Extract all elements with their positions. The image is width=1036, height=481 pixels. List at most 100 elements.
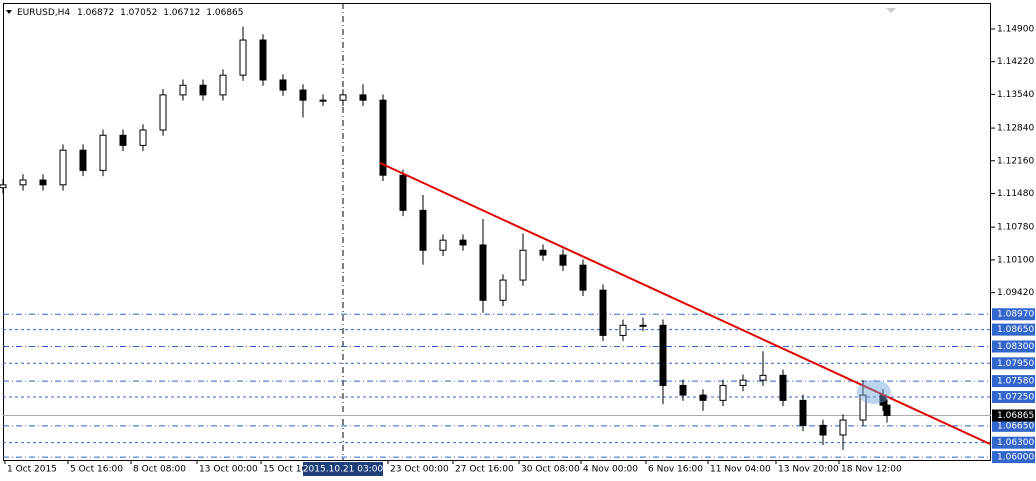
x-tick-label: 8 Oct 08:00 <box>133 465 186 475</box>
level-label: 1.06650 <box>997 421 1034 431</box>
candle-body <box>679 384 687 396</box>
candle-body <box>239 39 247 76</box>
level-label: 1.08300 <box>997 342 1034 352</box>
x-tick-label: 1 Oct 2015 <box>7 465 57 475</box>
candle-body <box>639 324 647 327</box>
high-price: 1.07052 <box>120 8 157 18</box>
candle-body <box>119 134 127 146</box>
candle-body <box>579 264 587 291</box>
x-tick-label: 23 Oct 00:00 <box>390 465 449 475</box>
crosshair-label: 2015.10.21 03:00 <box>303 465 384 475</box>
candle-body <box>619 324 627 336</box>
level-label: 1.07250 <box>997 392 1034 402</box>
price-label-box <box>992 409 1035 422</box>
level-label-box <box>992 451 1035 464</box>
symbol: EURUSD,H4 <box>17 8 70 18</box>
candle-body <box>859 394 867 421</box>
candle-body <box>319 99 327 102</box>
level-label-box <box>992 340 1035 353</box>
candle-body <box>719 384 727 401</box>
level-label-box <box>992 308 1035 321</box>
chart-header: EURUSD,H4 1.06872 1.07052 1.06712 1.0686… <box>17 8 244 18</box>
candle-body <box>79 149 87 171</box>
candle-body <box>279 79 287 91</box>
candle-body <box>699 394 707 401</box>
level-label: 1.06000 <box>997 453 1034 463</box>
x-tick-label: 11 Nov 04:00 <box>710 465 771 475</box>
candle-body <box>99 134 107 171</box>
candle-body <box>299 89 307 101</box>
candle-body <box>459 239 467 246</box>
y-tick-label: 1.09420 <box>997 288 1034 298</box>
x-tick-label: 15 Oct 16 <box>263 465 307 475</box>
candle-body <box>839 419 847 436</box>
candle-body <box>59 149 67 186</box>
x-tick-label: 13 Nov 20:00 <box>778 465 839 475</box>
candle-body <box>19 179 27 186</box>
candle-body <box>439 239 447 251</box>
x-tick-label: 18 Nov 12:00 <box>841 465 902 475</box>
x-tick-label: 27 Oct 16:00 <box>455 465 514 475</box>
y-tick-label: 1.14900 <box>997 24 1034 34</box>
candle-body <box>339 94 347 101</box>
candle-body <box>219 74 227 96</box>
trend-line[interactable] <box>379 162 991 445</box>
candle-body <box>199 84 207 96</box>
chart-layer: 1.14900 1.14220 1.13540 1.12840 1.12160 1.114… <box>0 3 1035 476</box>
level-label-box <box>992 323 1035 336</box>
candle-body <box>479 244 487 301</box>
candle-body <box>419 209 427 251</box>
level-label: 1.08970 <box>997 310 1034 320</box>
candle-body <box>799 399 807 426</box>
y-tick-label: 1.10780 <box>997 223 1034 233</box>
low-price: 1.06712 <box>163 8 200 18</box>
plot-frame <box>3 3 991 461</box>
candle-body <box>259 39 267 81</box>
level-label: 1.07580 <box>997 377 1034 387</box>
crosshair-label-box <box>303 462 383 476</box>
x-tick-label: 4 Nov 00:00 <box>583 465 638 475</box>
candle-body <box>819 424 827 436</box>
candle-body <box>759 374 767 381</box>
x-tick-label: 6 Nov 16:00 <box>648 465 703 475</box>
y-tick-label: 1.14220 <box>997 57 1034 67</box>
candle-body <box>139 129 147 146</box>
candle-body <box>399 174 407 211</box>
level-label-box <box>992 357 1035 370</box>
close-price: 1.06865 <box>206 8 243 18</box>
level-label-box <box>992 375 1035 388</box>
candle-body <box>739 379 747 386</box>
y-tick-label: 1.12160 <box>997 156 1034 166</box>
candle-body <box>499 279 507 301</box>
open-price: 1.06872 <box>77 8 114 18</box>
candle-body <box>559 254 567 266</box>
candle-body <box>883 404 891 417</box>
menu-arrow[interactable] <box>6 10 12 14</box>
candle-body <box>659 324 667 386</box>
price-label: 1.06865 <box>997 411 1034 421</box>
candle-body <box>0 184 7 189</box>
candle-body <box>39 179 47 186</box>
y-tick-label: 1.13540 <box>997 90 1034 100</box>
level-label-box <box>992 390 1035 403</box>
candle-body <box>179 84 187 96</box>
y-tick-label: 1.11480 <box>997 189 1034 199</box>
candle-body <box>159 94 167 131</box>
level-label-box <box>992 419 1035 432</box>
y-tick-label: 1.10100 <box>997 255 1034 265</box>
x-tick-label: 30 Oct 08:00 <box>521 465 580 475</box>
y-tick-label: 1.12840 <box>997 124 1034 134</box>
level-label: 1.06300 <box>997 438 1034 448</box>
level-label: 1.07950 <box>997 359 1034 369</box>
level-label: 1.08650 <box>997 325 1034 335</box>
candle-body <box>359 94 367 101</box>
highlight <box>857 380 891 404</box>
scroll-marker[interactable] <box>886 8 896 13</box>
candle-body <box>379 99 387 176</box>
x-tick-label: 5 Oct 16:00 <box>70 465 123 475</box>
level-label-box <box>992 436 1035 449</box>
x-tick-label: 13 Oct 00:00 <box>199 465 258 475</box>
candle-body <box>599 289 607 336</box>
